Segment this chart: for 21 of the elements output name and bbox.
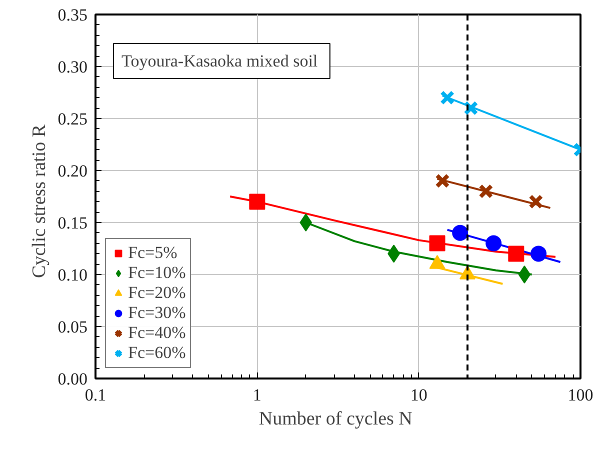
legend-label: Fc=10% [128, 263, 186, 283]
x-tick-label: 0.1 [84, 386, 106, 404]
legend-label: Fc=20% [128, 283, 186, 303]
y-tick-label: 0.20 [58, 162, 88, 180]
y-tick-label: 0.05 [58, 318, 88, 336]
legend-label: Fc=60% [128, 343, 186, 363]
x-axis-title: Number of cycles N [258, 408, 413, 430]
y-tick-label: 0.00 [58, 370, 88, 388]
y-tick-label: 0.35 [58, 6, 88, 24]
y-tick-label: 0.25 [58, 110, 88, 128]
y-tick-label: 0.15 [58, 214, 88, 232]
x-tick-label: 10 [410, 386, 428, 404]
legend-label: Fc=5% [128, 243, 178, 263]
y-tick-label: 0.30 [58, 58, 88, 76]
annotation: Toyoura-Kasaoka mixed soil [122, 52, 318, 70]
y-tick-label: 0.10 [58, 266, 88, 284]
x-tick-label: 100 [568, 386, 594, 404]
x-tick-label: 1 [252, 386, 262, 404]
legend-label: Fc=30% [128, 303, 186, 323]
y-axis-title: Cyclic stress ratio R [28, 124, 50, 278]
legend-label: Fc=40% [128, 323, 186, 343]
